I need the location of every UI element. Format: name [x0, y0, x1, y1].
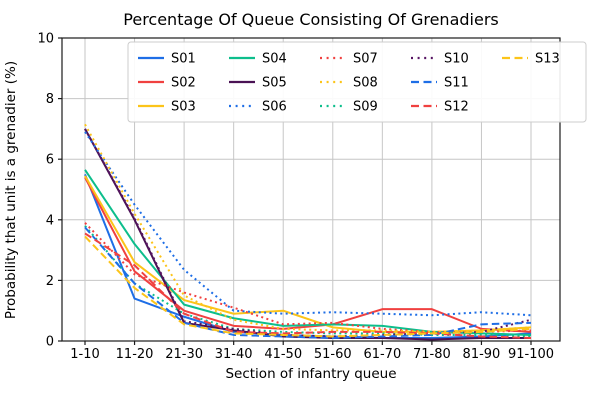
legend-item-S03: S03 [138, 100, 196, 115]
legend-label: S01 [171, 52, 196, 67]
plot-border [61, 37, 561, 342]
series-layer [84, 123, 532, 341]
legend-item-S06: S06 [229, 100, 287, 115]
legend-label: S03 [171, 100, 196, 115]
legend-item-S05: S05 [229, 76, 287, 91]
legend-label: S10 [444, 52, 469, 67]
legend-item-S11: S11 [411, 76, 469, 91]
series-line-S13 [84, 235, 532, 338]
legend-item-S12: S12 [411, 100, 469, 115]
x-tick-label: 61-70 [363, 347, 401, 362]
x-tick-label: 11-20 [116, 347, 154, 362]
series-line-S07 [84, 222, 532, 333]
legend-item-S13: S13 [502, 52, 560, 67]
series-line-S12 [84, 232, 532, 339]
y-tick-label: 8 [46, 92, 54, 107]
x-axis-label: Section of infantry queue [225, 366, 396, 382]
y-tick-label: 10 [37, 32, 54, 47]
y-tick-label: 0 [46, 335, 54, 350]
x-tick-label: 81-90 [463, 347, 501, 362]
series-line-S08 [84, 123, 532, 333]
legend-label: S05 [262, 76, 287, 91]
series-line-S06 [84, 131, 532, 317]
x-tick-label: 51-60 [314, 347, 352, 362]
legend-label: S06 [262, 100, 287, 115]
y-tick-label: 2 [46, 274, 54, 289]
y-tick-label: 6 [46, 153, 54, 168]
legend-label: S11 [444, 76, 469, 91]
x-tick-label: 31-40 [215, 347, 253, 362]
legend-item-S02: S02 [138, 76, 196, 91]
legend-label: S07 [353, 52, 378, 67]
y-axis-label: Probability that unit is a grenadier (%) [3, 61, 19, 319]
x-tick-label: 71-80 [413, 347, 451, 362]
series-line-S11 [84, 226, 532, 339]
legend-item-S01: S01 [138, 52, 196, 67]
legend-item-S07: S07 [320, 52, 378, 67]
legend-label: S12 [444, 100, 469, 115]
legend-label: S13 [535, 52, 560, 67]
legend-item-S08: S08 [320, 76, 378, 91]
legend-box [127, 41, 587, 123]
legend-label: S02 [171, 76, 196, 91]
x-tick-label: 91-100 [508, 347, 554, 362]
legend-label: S08 [353, 76, 378, 91]
legend-label: S09 [353, 100, 378, 115]
legend-label: S04 [262, 52, 287, 67]
series-line-S05 [84, 128, 531, 341]
x-tick-label: 41-50 [264, 347, 302, 362]
x-tick-label: 21-30 [165, 347, 203, 362]
legend-item-S10: S10 [411, 52, 469, 67]
legend: S01 S02 S03 S04 S05 S06 S07 S08 S09 S10 S11 S12 S13 [127, 41, 587, 123]
y-tick-label: 4 [46, 213, 54, 228]
chart-title: Percentage Of Queue Consisting Of Grenad… [123, 10, 498, 29]
axis-layer: 1-10 11-20 21-30 31-40 41-50 51-60 61-70 71-80 8… [37, 32, 561, 362]
legend-item-S04: S04 [229, 52, 287, 67]
series-line-S02 [84, 176, 532, 333]
legend-item-S09: S09 [320, 100, 378, 115]
x-tick-label: 1-10 [70, 347, 100, 362]
